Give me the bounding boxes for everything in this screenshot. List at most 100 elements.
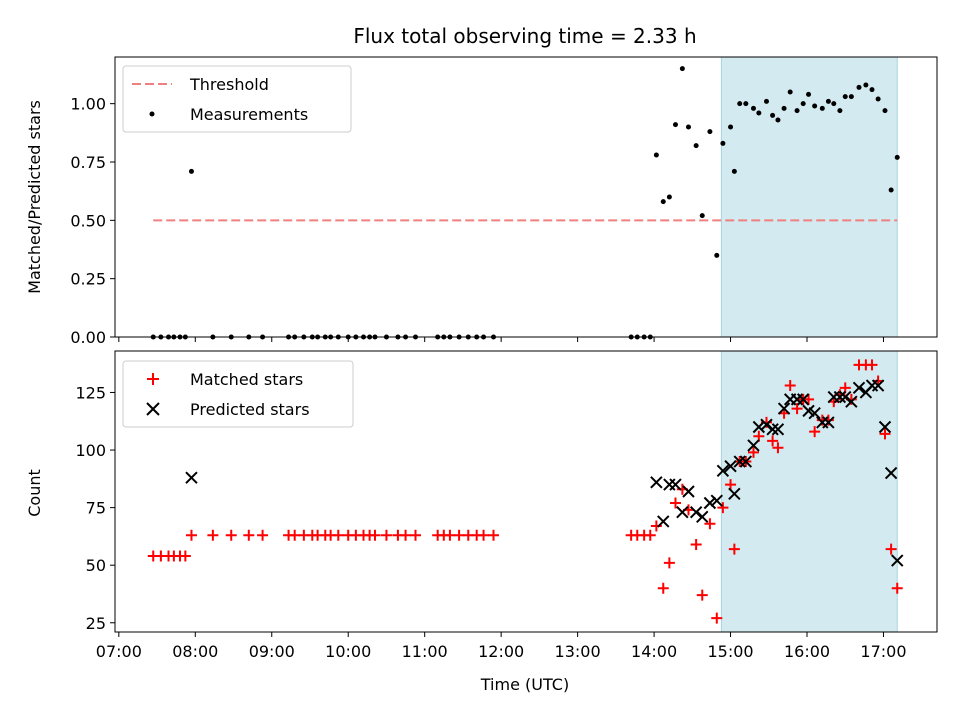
x-tick-label: 08:00	[172, 642, 218, 661]
matched-star-point	[696, 589, 708, 601]
matched-star-point	[747, 446, 759, 458]
measurement-point	[699, 213, 705, 219]
matched-star-point	[185, 529, 197, 541]
bottom-y-axis-label: Count	[25, 469, 44, 517]
matched-star-point	[711, 612, 723, 624]
bottom-x-ticks: 07:00 08:00 09:00 10:00 11:00 12:00 13:00 14:00…	[96, 632, 907, 661]
top-plot-frame	[114, 56, 938, 338]
predicted-star-point	[878, 420, 892, 434]
measurement-point	[750, 105, 756, 111]
predicted-star-point	[724, 459, 737, 473]
measurement-point	[831, 101, 837, 107]
predicted-star-point	[669, 478, 682, 491]
measurement-point	[781, 105, 787, 111]
matched-star-point	[478, 529, 490, 541]
predicted-star-points	[185, 379, 904, 567]
predicted-star-point	[884, 466, 898, 480]
top-y-axis-label: Matched/Predicted stars	[25, 100, 44, 294]
bottom-panel: 25 50 75 100 125 07:00 08:00 09:00 10:00 11:00 12…	[25, 350, 938, 694]
matched-star-point	[444, 529, 456, 541]
matched-star-point	[225, 529, 237, 541]
measurement-point	[888, 187, 894, 193]
predicted-star-point	[839, 390, 852, 404]
measurement-point	[894, 154, 900, 160]
predicted-star-point	[822, 416, 835, 429]
predicted-star-point	[871, 379, 885, 392]
measurement-point	[837, 108, 843, 114]
legend-predicted-label: Predicted stars	[190, 400, 310, 419]
top-y-tick-label: 0.25	[70, 270, 106, 289]
matched-star-point	[663, 557, 675, 569]
matched-star-point	[243, 529, 255, 541]
matched-star-point	[725, 479, 737, 491]
measurement-point	[794, 108, 800, 114]
x-tick-label: 12:00	[478, 642, 524, 661]
x-tick-label: 09:00	[249, 642, 295, 661]
predicted-star-point	[185, 471, 198, 484]
top-x-ticks	[118, 337, 884, 342]
measurement-point	[869, 87, 875, 93]
measurement-point	[731, 168, 737, 174]
bottom-legend: Matched stars Predicted stars	[122, 360, 354, 428]
matched-star-point	[704, 518, 716, 530]
matched-star-point	[289, 529, 301, 541]
predicted-star-point	[796, 393, 810, 406]
matched-star-point	[690, 538, 702, 550]
bottom-y-tick-label: 125	[75, 383, 106, 402]
top-shaded-region	[720, 56, 898, 338]
measurement-point	[728, 124, 734, 130]
matched-star-points	[147, 359, 903, 624]
predicted-star-point	[760, 418, 773, 431]
measurement-point	[775, 117, 781, 123]
bottom-y-tick-label: 50	[86, 556, 106, 575]
measurement-point	[660, 199, 666, 205]
legend-measurements-label: Measurements	[190, 105, 308, 124]
x-tick-label: 17:00	[860, 642, 906, 661]
matched-star-point	[650, 520, 662, 532]
predicted-star-point	[777, 402, 791, 415]
top-legend-box	[122, 65, 352, 133]
measurement-point	[720, 140, 726, 146]
x-tick-label: 11:00	[402, 642, 448, 661]
matched-star-point	[784, 380, 796, 392]
predicted-star-point	[689, 506, 703, 519]
measurement-point	[666, 194, 672, 200]
predicted-star-point	[703, 496, 717, 510]
measurement-point	[672, 122, 678, 128]
measurement-point	[875, 96, 881, 102]
measurement-point	[756, 110, 762, 116]
measurement-point	[825, 98, 831, 104]
bottom-legend-box	[122, 360, 354, 428]
x-axis-label: Time (UTC)	[480, 675, 569, 694]
measurement-point	[863, 82, 869, 88]
matched-star-point	[791, 403, 803, 415]
legend-threshold-label: Threshold	[189, 75, 269, 94]
legend-measurements-swatch	[149, 111, 155, 117]
matched-star-point	[453, 529, 465, 541]
matched-star-point	[332, 529, 344, 541]
legend-matched-swatch	[147, 373, 159, 385]
bottom-plot-frame	[114, 350, 938, 633]
chart-title: Flux total observing time = 2.33 h	[353, 24, 696, 48]
matched-star-point	[866, 359, 878, 371]
matched-star-point	[885, 543, 897, 555]
measurement-point	[188, 168, 194, 174]
matched-star-point	[809, 426, 821, 438]
measurement-point	[693, 143, 699, 149]
matched-star-point	[717, 502, 729, 514]
measurement-point	[707, 129, 713, 135]
measurement-point	[882, 108, 888, 114]
matched-star-point	[669, 497, 681, 509]
predicted-star-point	[771, 423, 785, 436]
measurement-point	[819, 105, 825, 111]
x-tick-label: 13:00	[555, 642, 601, 661]
predicted-star-point	[710, 494, 723, 507]
x-tick-label: 16:00	[784, 642, 830, 661]
measurement-point	[842, 94, 848, 100]
top-y-ticks: 0.00 0.25 0.50 0.75 1.00	[70, 95, 115, 347]
legend-predicted-swatch	[146, 402, 160, 416]
measurement-point	[653, 152, 659, 158]
measurement-point	[812, 103, 818, 109]
bottom-y-ticks: 25 50 75 100 125	[75, 383, 115, 633]
